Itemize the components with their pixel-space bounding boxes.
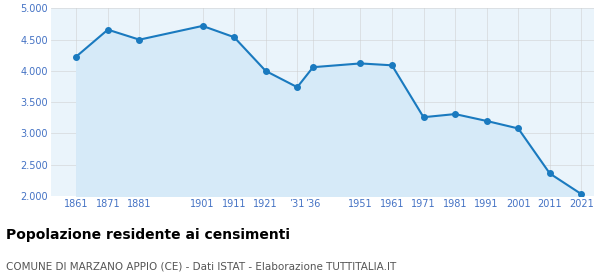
Text: Popolazione residente ai censimenti: Popolazione residente ai censimenti [6, 228, 290, 242]
Text: COMUNE DI MARZANO APPIO (CE) - Dati ISTAT - Elaborazione TUTTITALIA.IT: COMUNE DI MARZANO APPIO (CE) - Dati ISTA… [6, 262, 396, 272]
